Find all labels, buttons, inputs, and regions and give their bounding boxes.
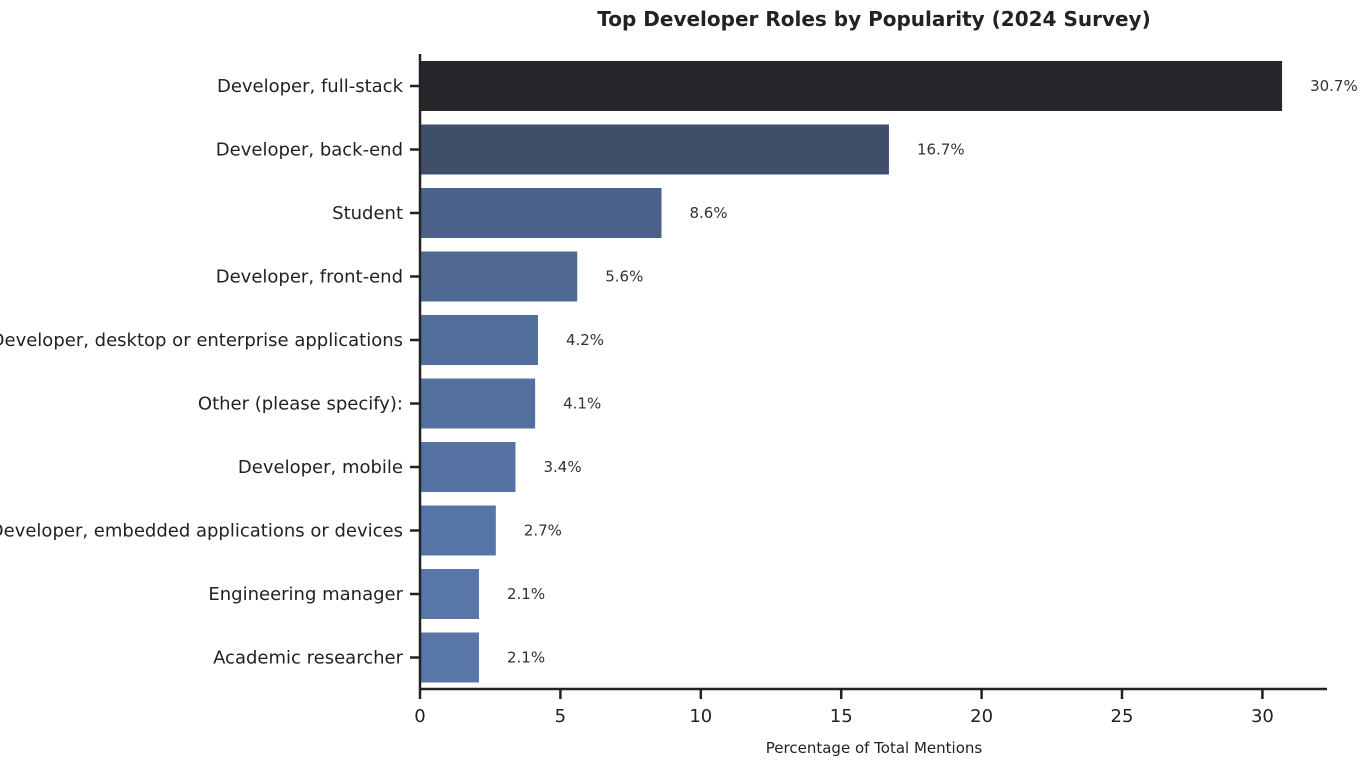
bar (420, 632, 479, 683)
bar (420, 505, 496, 556)
bar (420, 569, 479, 619)
bar-value-label: 2.1% (507, 649, 545, 667)
chart-title: Top Developer Roles by Popularity (2024 … (597, 7, 1150, 31)
bar-value-label: 5.6% (605, 268, 643, 286)
bar (420, 251, 578, 302)
category-label: Developer, back-end (216, 140, 403, 161)
x-tick-label: 30 (1251, 706, 1274, 727)
bar-value-label: 4.1% (563, 395, 601, 413)
x-tick-label: 15 (830, 706, 853, 727)
category-label: Developer, desktop or enterprise applica… (0, 330, 403, 351)
bar (420, 315, 538, 365)
x-tick-label: 10 (689, 706, 712, 727)
bar-value-label: 3.4% (543, 458, 581, 476)
bar (420, 124, 889, 175)
bar-value-label: 30.7% (1310, 77, 1358, 95)
bar-value-label: 4.2% (566, 331, 604, 349)
bar (420, 378, 536, 429)
category-label: Other (please specify): (198, 394, 403, 415)
category-label: Developer, full-stack (217, 76, 404, 97)
x-tick-label: 5 (555, 706, 566, 727)
category-label: Developer, embedded applications or devi… (0, 521, 403, 542)
bar (420, 61, 1283, 111)
axes-layer: Developer, full-stack Developer, back-end… (0, 54, 1327, 727)
x-tick-label: 20 (970, 706, 993, 727)
x-axis-title: Percentage of Total Mentions (766, 739, 983, 757)
bars-layer: 30.7% 16.7% 8.6% 5.6% 4.2% 4.1% 3.4% 2.7% 2.1% 2.… (420, 61, 1358, 683)
x-tick-label: 25 (1111, 706, 1134, 727)
category-label: Developer, mobile (238, 457, 403, 478)
x-tick-label: 0 (414, 706, 425, 727)
bar (420, 188, 662, 238)
bar-value-label: 2.7% (524, 522, 562, 540)
bar (420, 442, 516, 492)
bar-value-label: 8.6% (689, 204, 727, 222)
category-label: Developer, front-end (216, 267, 403, 288)
bar-value-label: 16.7% (917, 141, 965, 159)
bar-value-label: 2.1% (507, 585, 545, 603)
category-label: Student (332, 203, 403, 224)
category-label: Academic researcher (213, 648, 404, 669)
category-label: Engineering manager (208, 584, 403, 605)
